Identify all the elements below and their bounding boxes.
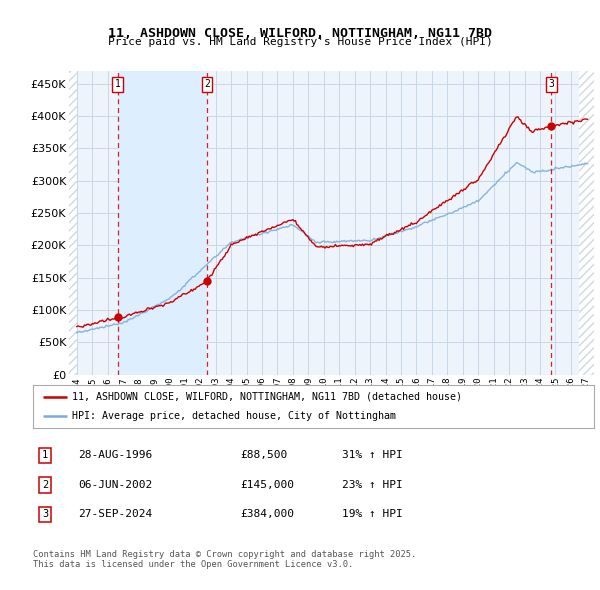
Text: 1: 1 — [42, 451, 48, 460]
Text: 3: 3 — [42, 510, 48, 519]
Text: £384,000: £384,000 — [240, 510, 294, 519]
Text: 31% ↑ HPI: 31% ↑ HPI — [342, 451, 403, 460]
Text: 27-SEP-2024: 27-SEP-2024 — [78, 510, 152, 519]
Text: 11, ASHDOWN CLOSE, WILFORD, NOTTINGHAM, NG11 7BD (detached house): 11, ASHDOWN CLOSE, WILFORD, NOTTINGHAM, … — [72, 392, 462, 402]
Text: 19% ↑ HPI: 19% ↑ HPI — [342, 510, 403, 519]
Text: 06-JUN-2002: 06-JUN-2002 — [78, 480, 152, 490]
Text: 28-AUG-1996: 28-AUG-1996 — [78, 451, 152, 460]
Text: £145,000: £145,000 — [240, 480, 294, 490]
Text: 2: 2 — [204, 80, 210, 90]
Bar — [578, 71, 594, 375]
Text: Contains HM Land Registry data © Crown copyright and database right 2025.
This d: Contains HM Land Registry data © Crown c… — [33, 550, 416, 569]
Text: 2: 2 — [42, 480, 48, 490]
Text: 3: 3 — [548, 80, 554, 90]
Bar — [118, 71, 207, 375]
Bar — [69, 71, 77, 375]
Text: £88,500: £88,500 — [240, 451, 287, 460]
Text: Price paid vs. HM Land Registry's House Price Index (HPI): Price paid vs. HM Land Registry's House … — [107, 38, 493, 47]
Text: 11, ASHDOWN CLOSE, WILFORD, NOTTINGHAM, NG11 7BD: 11, ASHDOWN CLOSE, WILFORD, NOTTINGHAM, … — [108, 27, 492, 40]
Text: 23% ↑ HPI: 23% ↑ HPI — [342, 480, 403, 490]
Text: 1: 1 — [115, 80, 121, 90]
Text: HPI: Average price, detached house, City of Nottingham: HPI: Average price, detached house, City… — [72, 411, 396, 421]
